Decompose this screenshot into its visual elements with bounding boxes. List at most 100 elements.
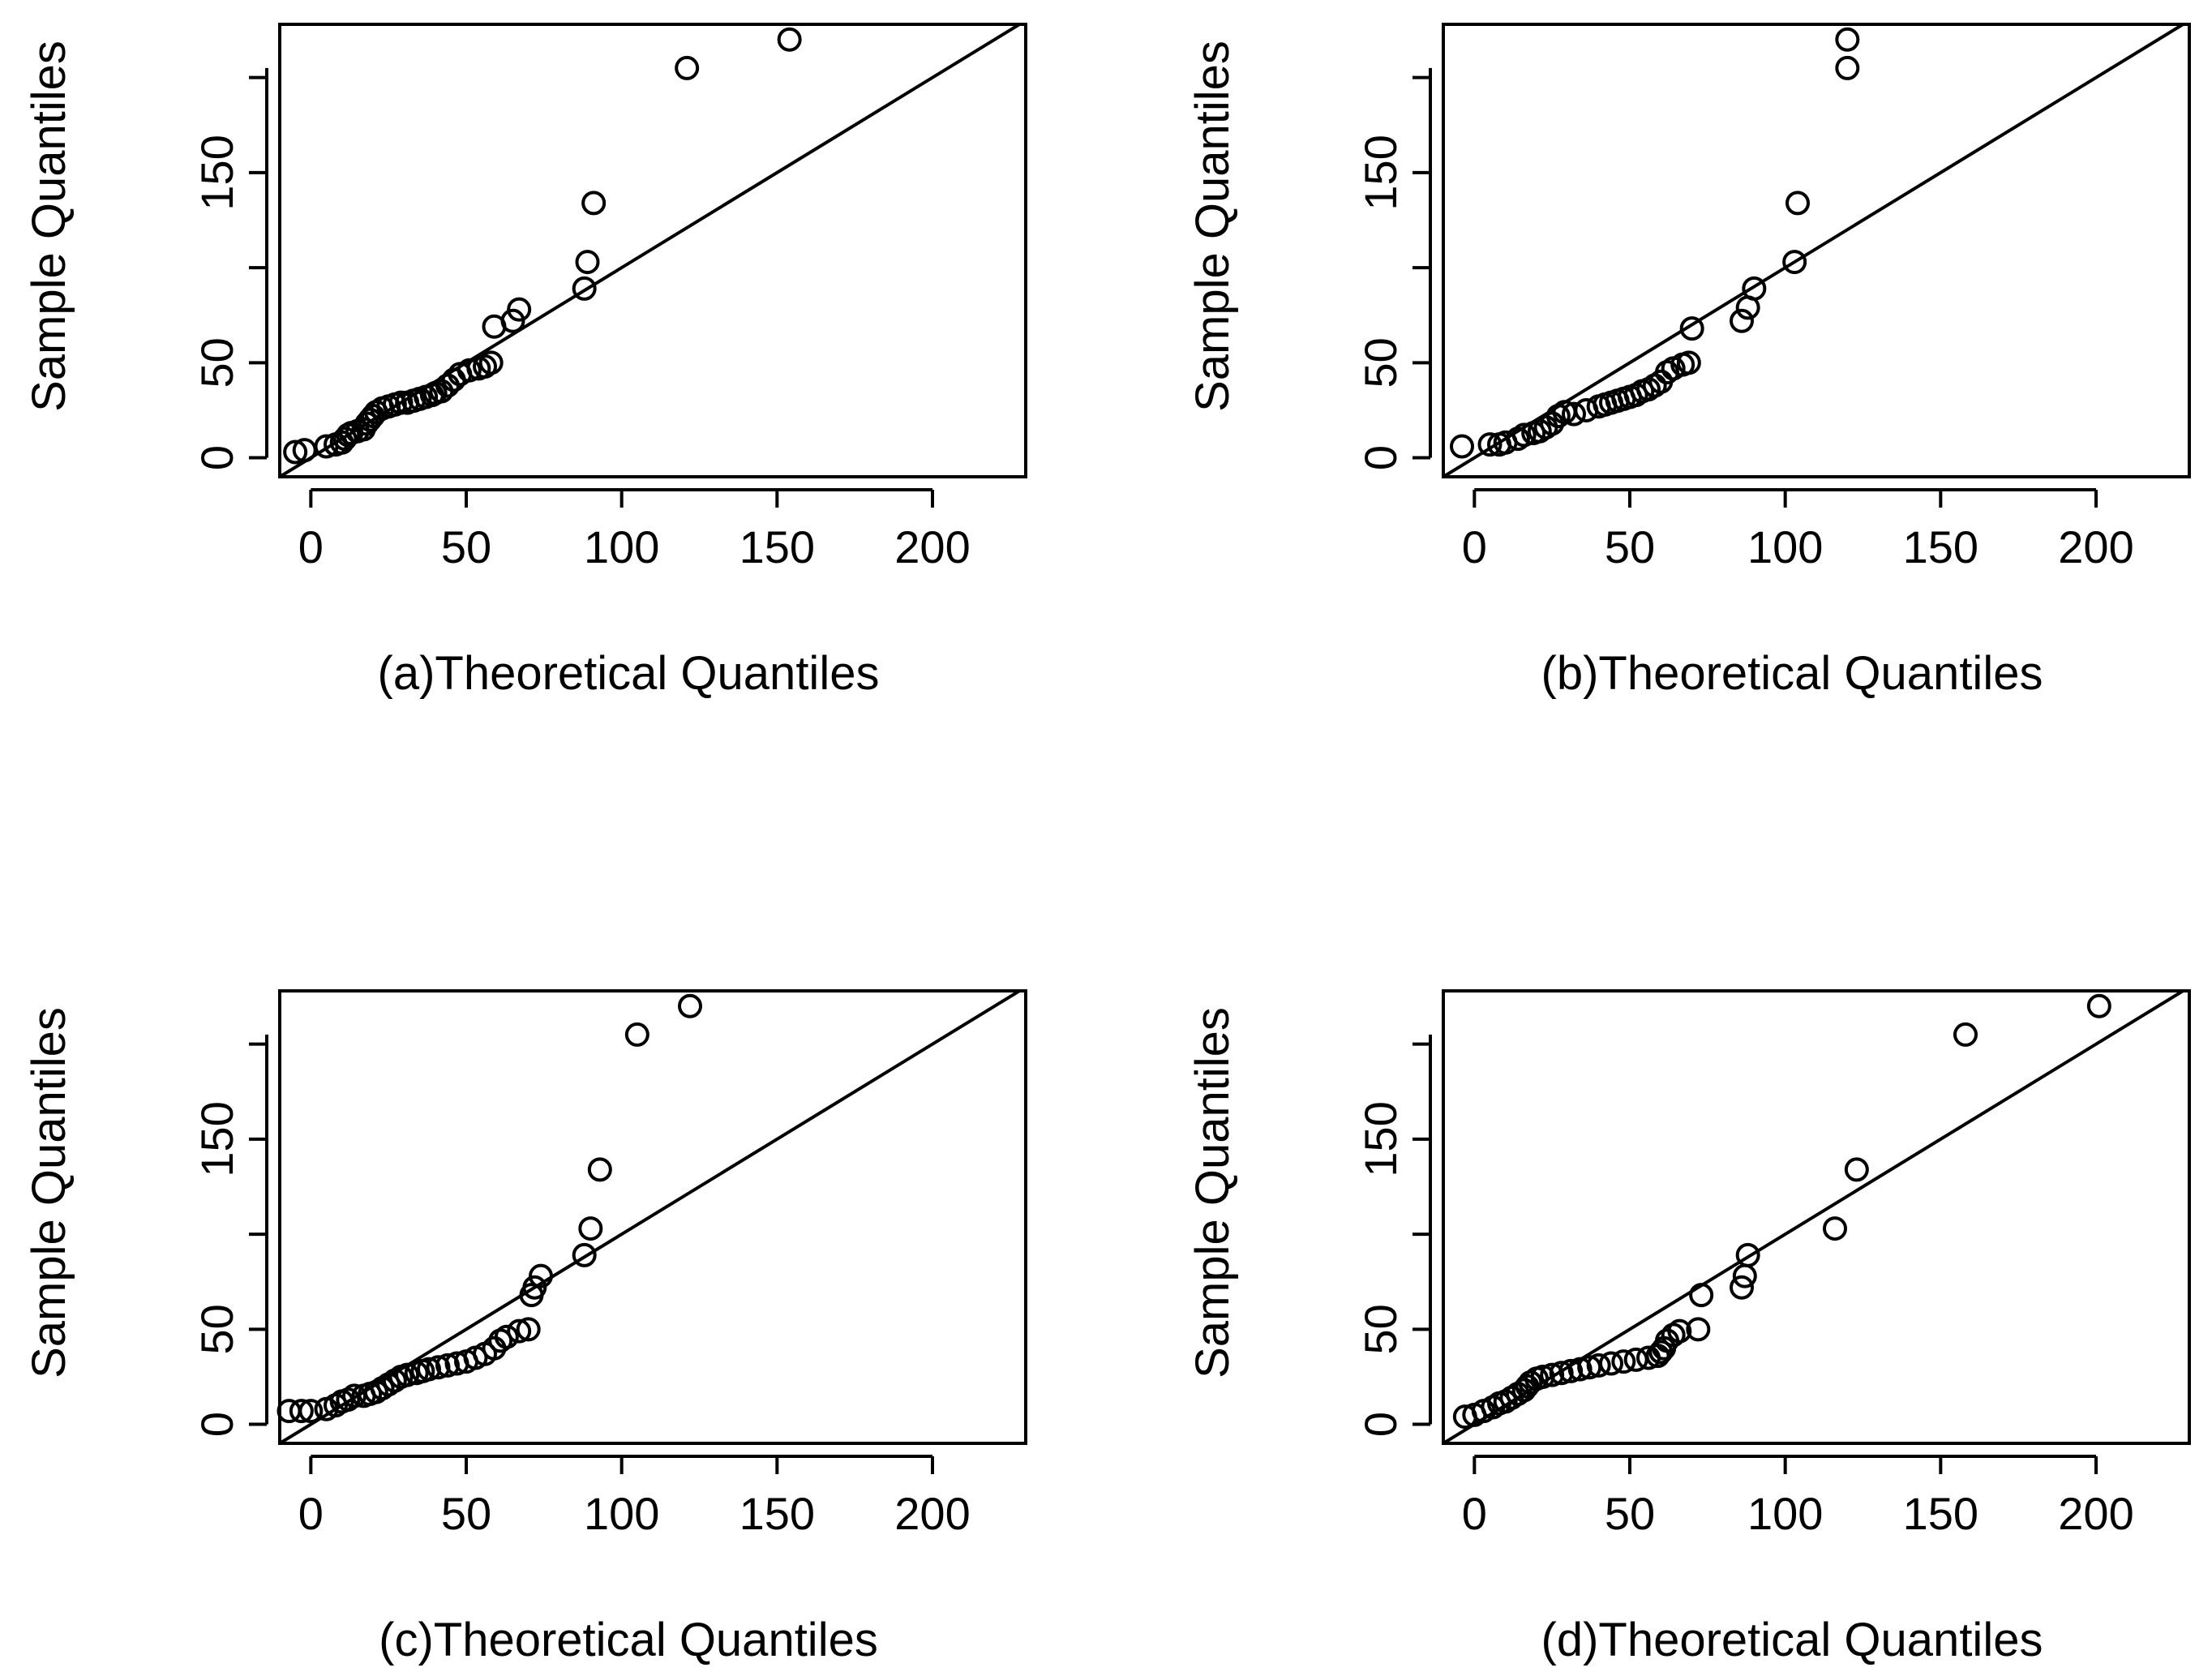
y-axis-c: 0 50 150 [191,1034,268,1437]
point-a-33 [500,308,525,333]
x-tick-label-b-100: 100 [1747,521,1823,572]
y-axis-b: 0 50 150 [1355,67,1432,470]
y-axis-title-a: Sample Quantiles [23,41,75,412]
y-axis-d: 0 50 150 [1355,1034,1432,1437]
x-tick-label-c-50: 50 [441,1488,491,1539]
y-tick-label-a-50: 50 [191,337,242,388]
point-d-31 [1730,1275,1754,1300]
point-c-31 [522,1275,547,1300]
x-axis-a: 0 50 100 150 200 [298,488,971,572]
point-d-24 [1648,1340,1674,1365]
point-b-34 [1785,191,1810,216]
point-d-29 [1686,1317,1711,1342]
x-axis-c: 0 50 100 150 200 [298,1455,971,1539]
point-c-35 [587,1157,612,1182]
y-tick-label-b-150: 150 [1355,135,1406,210]
x-tick-label-a-200: 200 [894,521,970,572]
point-b-30 [1730,308,1754,333]
panel-a: 0 50 100 150 200 0 50 150 (a)Theoretical Quant… [23,23,1027,700]
point-a-34 [507,297,532,322]
x-tick-label-c-150: 150 [739,1488,815,1539]
data-points-b [1450,27,1860,459]
x-tick-label-b-0: 0 [1462,521,1487,572]
x-tick-label-d-150: 150 [1903,1488,1978,1539]
y-tick-label-d-150: 150 [1355,1101,1406,1177]
data-points-d [1452,993,2111,1430]
point-b-28 [1676,350,1701,375]
x-axis-b: 0 50 100 150 200 [1462,488,2134,572]
x-axis-d: 0 50 100 150 200 [1462,1455,2134,1539]
x-axis-title-a: (a)Theoretical Quantiles [378,647,880,700]
point-c-28 [507,1318,532,1344]
plot-frame-a [278,23,1027,478]
y-axis-title-c: Sample Quantiles [23,1007,75,1378]
point-b-0 [1450,434,1474,459]
point-d-20 [1611,1349,1636,1374]
x-tick-label-d-50: 50 [1605,1488,1655,1539]
y-tick-label-b-0: 0 [1355,445,1406,470]
reference-line-d [1443,991,2187,1443]
point-d-36 [1953,1022,1978,1047]
point-b-12 [1562,401,1586,427]
point-c-2 [298,1399,324,1424]
data-points-a [283,27,802,465]
x-tick-label-d-0: 0 [1462,1488,1487,1539]
panel-d: 0 50 100 150 200 0 50 150 (d)Theoretical Quant… [1186,989,2191,1666]
point-a-0 [283,439,308,465]
point-a-35 [572,276,597,301]
x-tick-label-c-100: 100 [584,1488,659,1539]
panel-b: 0 50 100 150 200 0 50 150 (b)Theoretical Quant… [1186,23,2191,700]
point-c-34 [578,1216,603,1241]
point-c-29 [516,1317,541,1342]
point-c-32 [529,1263,553,1288]
y-axis-title-b: Sample Quantiles [1186,41,1239,412]
point-d-19 [1599,1351,1623,1376]
panel-c: 0 50 100 150 200 0 50 150 (c)Theoretical Quant… [23,989,1027,1666]
x-tick-label-a-100: 100 [584,521,659,572]
point-a-26 [441,367,466,392]
point-d-34 [1823,1216,1847,1241]
point-a-28 [457,358,482,383]
point-a-37 [581,191,607,216]
x-tick-label-b-150: 150 [1903,521,1978,572]
point-d-37 [2086,993,2111,1018]
y-tick-label-d-0: 0 [1355,1412,1406,1437]
point-c-37 [678,993,702,1018]
point-d-18 [1586,1353,1611,1378]
y-tick-label-a-0: 0 [191,445,242,470]
x-tick-label-d-100: 100 [1747,1488,1823,1539]
point-c-15 [395,1362,420,1387]
x-tick-label-d-200: 200 [2058,1488,2133,1539]
point-c-36 [624,1022,649,1047]
point-b-5 [1511,422,1537,448]
point-d-35 [1844,1157,1869,1182]
plot-frame-b [1442,23,2191,478]
point-d-33 [1735,1242,1760,1267]
x-tick-label-a-50: 50 [441,521,491,572]
y-axis-a: 0 50 150 [191,67,268,470]
x-axis-title-c: (c)Theoretical Quantiles [379,1614,878,1666]
x-tick-label-a-0: 0 [298,521,324,572]
point-c-1 [289,1399,314,1424]
x-tick-label-a-150: 150 [739,521,815,572]
plot-frame-d [1442,989,2191,1445]
point-a-38 [675,55,700,80]
y-tick-label-c-150: 150 [191,1101,242,1177]
point-c-33 [572,1242,597,1267]
point-a-5 [332,427,358,452]
y-tick-label-a-150: 150 [191,135,242,210]
point-b-33 [1782,250,1807,275]
y-axis-title-d: Sample Quantiles [1186,1007,1239,1378]
point-a-36 [575,250,600,275]
y-tick-label-c-50: 50 [191,1304,242,1354]
x-tick-label-b-200: 200 [2058,521,2133,572]
x-tick-label-c-200: 200 [894,1488,970,1539]
point-b-36 [1835,27,1860,52]
y-tick-label-d-50: 50 [1355,1304,1406,1354]
y-tick-label-c-0: 0 [191,1412,242,1437]
x-tick-label-b-50: 50 [1605,521,1655,572]
point-d-30 [1689,1283,1714,1308]
y-tick-label-b-50: 50 [1355,337,1406,388]
point-a-39 [777,27,802,52]
